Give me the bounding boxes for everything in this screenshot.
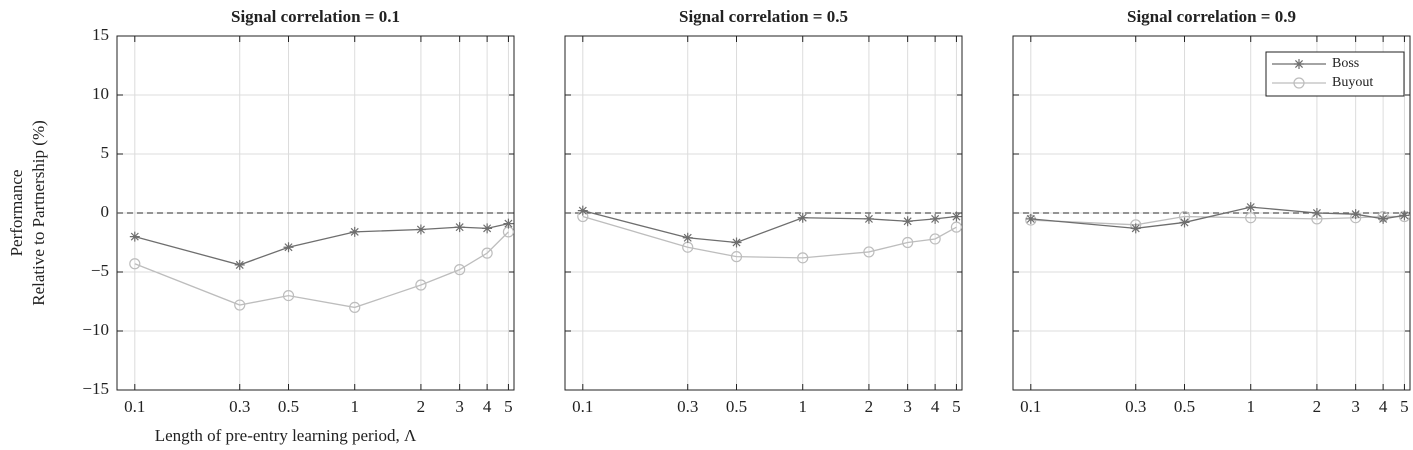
- marker: [349, 226, 360, 237]
- marker: [129, 258, 141, 270]
- legend-marker: [1294, 59, 1304, 69]
- series-line: [134, 231, 509, 309]
- marker: [1245, 202, 1256, 213]
- marker: [234, 299, 246, 311]
- x-axis-label: Length of pre-entry learning period, Λ: [155, 426, 417, 445]
- marker: [863, 213, 874, 224]
- x-tick-label: 5: [952, 397, 961, 416]
- marker: [1025, 213, 1036, 224]
- legend-box: [1265, 51, 1405, 97]
- x-tick-label: 5: [1400, 397, 1409, 416]
- x-tick-label: 0.1: [124, 397, 145, 416]
- legend-label: Boss: [1332, 56, 1359, 71]
- series-line: [134, 222, 509, 266]
- marker: [863, 246, 875, 258]
- series-line: [1030, 206, 1405, 229]
- x-tick-label: 1: [1246, 397, 1255, 416]
- panel-title: Signal correlation = 0.5: [679, 7, 848, 26]
- y-axis-label: Performance: [7, 170, 26, 257]
- marker: [234, 259, 245, 270]
- legend-label: Buyout: [1332, 75, 1373, 90]
- x-tick-label: 0.5: [726, 397, 747, 416]
- marker: [950, 221, 963, 233]
- y-tick-label: 5: [101, 143, 110, 162]
- x-tick-label: 5: [504, 397, 513, 416]
- marker: [1399, 210, 1410, 221]
- panel-title: Signal correlation = 0.1: [231, 7, 400, 26]
- marker: [902, 216, 913, 227]
- marker: [929, 233, 941, 245]
- marker: [951, 211, 962, 222]
- series-line: [582, 215, 957, 259]
- y-tick-label: 0: [101, 202, 110, 221]
- marker: [481, 247, 493, 259]
- marker: [902, 236, 914, 249]
- x-tick-label: 4: [483, 397, 492, 416]
- y-axis-label: Relative to Partnership (%): [29, 120, 48, 306]
- x-tick-label: 1: [350, 397, 359, 416]
- x-tick-label: 0.5: [1174, 397, 1195, 416]
- marker: [349, 301, 361, 313]
- x-tick-label: 0.3: [229, 397, 250, 416]
- x-tick-label: 2: [1313, 397, 1322, 416]
- marker: [283, 242, 294, 253]
- x-tick-label: 3: [455, 397, 464, 416]
- marker: [1179, 217, 1190, 228]
- x-tick-label: 0.5: [278, 397, 299, 416]
- marker: [730, 251, 743, 263]
- x-tick-label: 4: [931, 397, 940, 416]
- x-tick-label: 2: [865, 397, 874, 416]
- marker: [1311, 208, 1322, 218]
- marker: [577, 205, 588, 216]
- marker: [731, 237, 742, 248]
- x-tick-label: 0.3: [1125, 397, 1146, 416]
- x-tick-label: 3: [1351, 397, 1360, 416]
- panel-title: Signal correlation = 0.9: [1127, 7, 1296, 26]
- x-tick-label: 0.1: [572, 397, 593, 416]
- legend: Boss Buyout: [1265, 51, 1405, 97]
- y-tick-label: −10: [82, 320, 109, 339]
- marker: [1350, 209, 1361, 220]
- series-line: [582, 210, 957, 244]
- x-tick-label: 0.1: [1020, 397, 1041, 416]
- marker: [415, 279, 427, 291]
- marker: [1130, 223, 1141, 234]
- marker: [1378, 213, 1389, 224]
- y-tick-label: 10: [92, 84, 109, 103]
- x-tick-label: 3: [903, 397, 912, 416]
- marker: [797, 252, 809, 264]
- x-tick-label: 2: [417, 397, 426, 416]
- marker: [454, 222, 465, 233]
- marker: [503, 218, 514, 229]
- y-tick-label: 15: [92, 25, 109, 44]
- x-tick-label: 0.3: [677, 397, 698, 416]
- marker: [930, 213, 941, 224]
- marker: [682, 232, 693, 243]
- x-tick-label: 4: [1379, 397, 1388, 416]
- legend-marker: [1293, 77, 1305, 89]
- marker: [797, 212, 808, 223]
- marker: [415, 224, 426, 235]
- x-tick-label: 1: [798, 397, 807, 416]
- y-tick-label: −5: [91, 261, 109, 280]
- marker: [482, 223, 493, 234]
- marker: [454, 264, 466, 276]
- marker: [282, 290, 295, 302]
- marker: [129, 231, 140, 242]
- y-tick-label: −15: [82, 379, 109, 398]
- marker: [1245, 212, 1257, 224]
